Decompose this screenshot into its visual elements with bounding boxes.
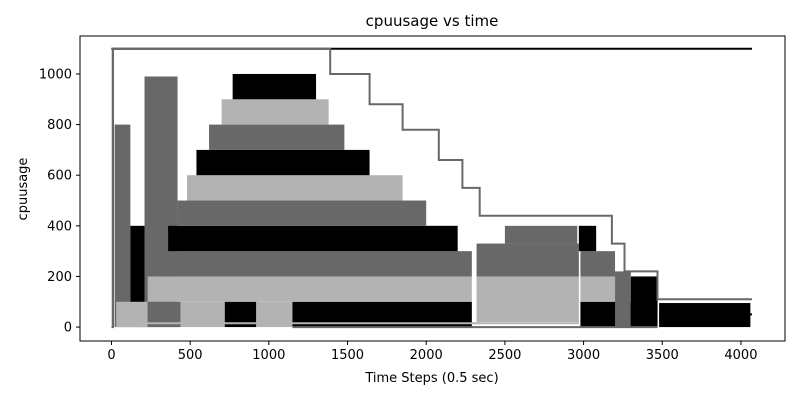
data-lines [111, 47, 752, 329]
x-tick-label-1000: 1000 [252, 348, 285, 363]
data-block-16 [209, 124, 345, 150]
data-blocks [111, 48, 751, 328]
x-tick-label-4000: 4000 [724, 348, 757, 363]
data-block-10 [147, 276, 472, 302]
y-axis-label: cpuusage [16, 158, 31, 221]
data-block-24 [580, 251, 616, 277]
y-tick-label-600: 600 [47, 169, 72, 184]
x-axis: 0 500 1000 1500 2000 2500 3000 3500 4000 [107, 341, 757, 363]
data-block-19 [476, 276, 579, 323]
data-block-12 [168, 225, 458, 252]
y-tick-label-800: 800 [47, 118, 72, 133]
data-block-17 [221, 99, 329, 125]
data-block-14 [187, 175, 403, 201]
x-tick-label-2000: 2000 [410, 348, 443, 363]
x-axis-label: Time Steps (0.5 sec) [364, 371, 498, 386]
x-tick-label-3000: 3000 [567, 348, 600, 363]
data-block-13 [177, 200, 427, 226]
data-block-11 [158, 251, 472, 277]
plot-frame [79, 35, 786, 342]
data-block-26 [615, 271, 631, 328]
data-block-27 [630, 276, 658, 328]
data-block-20 [476, 243, 579, 277]
data-block-21 [504, 225, 578, 244]
plot-area [111, 47, 752, 329]
x-tick-label-500: 500 [178, 348, 203, 363]
x-tick-label-0: 0 [107, 348, 115, 363]
data-block-1 [114, 124, 131, 328]
y-axis: 0 200 400 600 800 1000 [39, 67, 80, 336]
series-line-1 [111, 47, 752, 329]
data-block-15 [196, 149, 370, 176]
y-tick-label-1000: 1000 [39, 67, 72, 82]
chart-title: cpuusage vs time [366, 12, 499, 30]
data-block-23 [580, 276, 616, 302]
y-tick-label-0: 0 [64, 321, 72, 336]
data-block-18 [232, 73, 317, 100]
y-tick-label-200: 200 [47, 270, 72, 285]
y-tick-label-400: 400 [47, 219, 72, 234]
x-tick-label-3500: 3500 [646, 348, 679, 363]
data-block-25 [578, 225, 597, 252]
x-tick-label-2500: 2500 [488, 348, 521, 363]
x-tick-label-1500: 1500 [331, 348, 364, 363]
